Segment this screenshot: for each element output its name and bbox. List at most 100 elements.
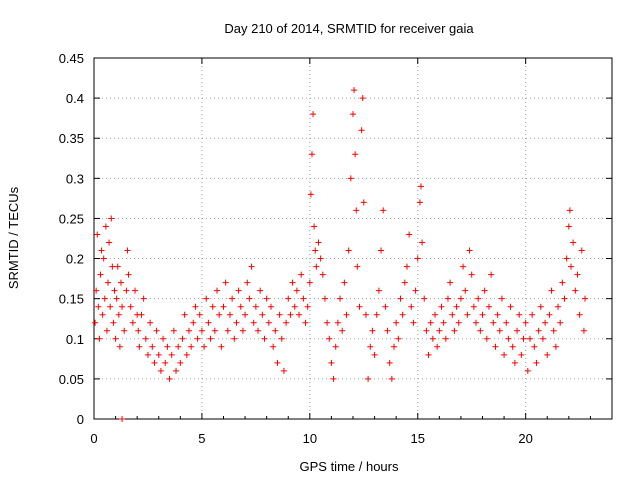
data-point [345,247,352,254]
data-point [516,311,523,318]
data-point [177,359,184,366]
data-point [308,151,315,158]
data-point [514,327,521,334]
data-point [442,335,449,342]
axes: 0 0.05 0.1 0.15 0.2 0.25 0.3 0.35 0.4 0.45 0 5 10 15 2… [59,51,613,446]
data-point [248,263,255,270]
data-point [138,311,145,318]
data-point [330,375,337,382]
data-point [488,271,495,278]
data-point [319,271,326,278]
data-point [296,311,303,318]
data-point [401,279,408,286]
data-point [183,351,190,358]
data-point [173,367,180,374]
data-point [315,239,322,246]
data-point [360,199,367,206]
data-point [188,343,195,350]
data-point [552,343,559,350]
grid-lines [94,58,612,419]
data-point [265,319,272,326]
data-point [449,311,456,318]
data-point [373,311,380,318]
data-point [339,327,346,334]
data-point [198,327,205,334]
data-point [310,111,317,118]
data-point [124,247,131,254]
data-point [252,303,259,310]
data-point [353,207,360,214]
x-tick-label: 5 [198,431,205,446]
data-point [334,319,341,326]
data-point [507,303,514,310]
data-point [306,279,313,286]
data-point [175,343,182,350]
y-axis-label: SRMTID / TECUs [6,186,21,289]
data-point [561,295,568,302]
data-point [391,343,398,350]
data-point [321,295,328,302]
data-point [168,351,175,358]
data-point [151,359,158,366]
data-point [464,311,471,318]
data-point [259,311,266,318]
data-series [92,87,589,422]
data-point [328,359,335,366]
data-point [132,287,139,294]
data-point [555,303,562,310]
data-point [567,263,574,270]
data-point [557,319,564,326]
data-point [548,287,555,294]
data-point [116,343,123,350]
data-point [112,335,119,342]
data-point [526,335,533,342]
data-point [546,311,553,318]
data-point [451,327,458,334]
data-point [410,319,417,326]
x-tick-label: 10 [303,431,317,446]
data-point [196,311,203,318]
data-point [102,223,109,230]
data-point [566,207,573,214]
data-point [421,295,428,302]
data-point [365,375,372,382]
data-point [205,319,212,326]
data-point [533,359,540,366]
data-point [203,295,210,302]
data-point [97,271,104,278]
data-point [98,247,105,254]
data-point [160,335,167,342]
data-point [574,271,581,278]
data-point [214,287,221,294]
y-tick-label: 0 [77,412,84,427]
data-point [531,343,538,350]
data-point [272,327,279,334]
data-point [95,303,102,310]
data-point [371,351,378,358]
data-point [144,351,151,358]
data-point [359,95,366,102]
data-point [343,311,350,318]
data-point [479,311,486,318]
data-point [108,215,115,222]
y-tick-label: 0.2 [66,252,84,267]
data-point [110,319,117,326]
data-point [332,343,339,350]
data-point [369,327,376,334]
data-point [103,327,110,334]
data-point [423,327,430,334]
data-point [466,247,473,254]
data-point [455,319,462,326]
data-point [129,319,136,326]
data-point [572,287,579,294]
data-point [399,311,406,318]
data-point [246,295,253,302]
data-point [121,327,128,334]
data-point [324,319,331,326]
data-point [220,303,227,310]
data-point [136,343,143,350]
data-point [276,311,283,318]
data-point [427,319,434,326]
data-point [255,327,262,334]
